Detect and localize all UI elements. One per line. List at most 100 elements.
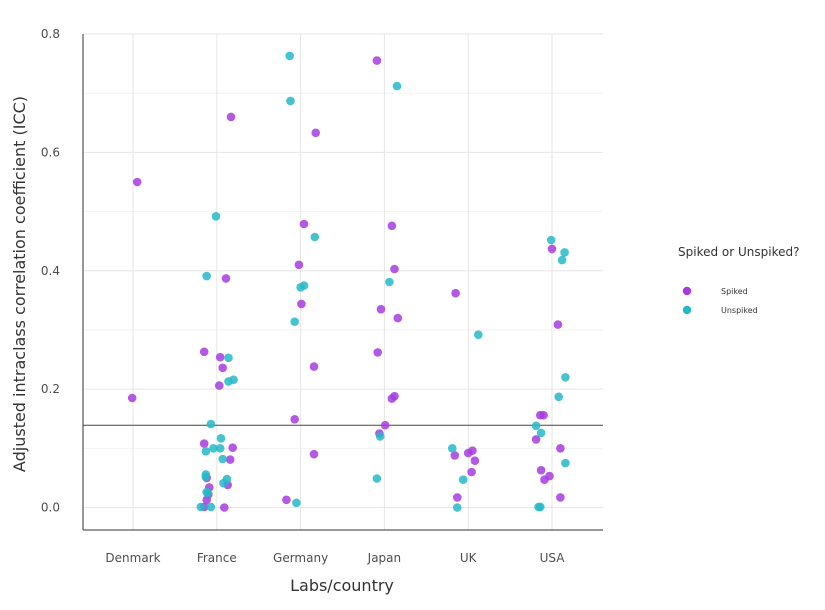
data-point-unspiked [561,373,570,382]
y-tick-labels: 0.0 0.2 0.4 0.6 0.8 [41,27,60,515]
data-point-spiked [451,288,460,298]
data-point-unspiked [203,489,212,498]
data-point-spiked [390,264,399,274]
data-point-spiked [127,393,137,403]
data-point-unspiked [286,96,295,106]
y-tick-label: 0.2 [41,382,60,396]
y-tick-label: 0.0 [41,501,60,515]
data-point-spiked [470,456,480,466]
data-point-unspiked [474,330,483,340]
data-point-spiked [221,274,231,283]
data-point-spiked [450,451,460,460]
data-point-spiked [539,410,548,420]
data-point-unspiked [216,434,226,443]
legend-label-unspiked: Unspiked [721,306,758,315]
data-point-unspiked [392,81,402,91]
data-point-unspiked [296,283,305,292]
x-tick-label: Japan [367,551,401,565]
data-point-unspiked [554,392,563,402]
data-point-spiked [199,439,209,448]
legend: Spiked or Unspiked? Spiked Unspiked [678,245,799,315]
data-point-spiked [376,304,386,314]
data-point-spiked [202,495,211,505]
data-point-unspiked [375,432,385,441]
data-point-spiked [540,475,549,485]
data-point-spiked [309,449,319,459]
x-tick-label: USA [540,551,566,565]
data-point-spiked [132,177,142,187]
data-point-unspiked [202,271,211,281]
data-point-unspiked [292,498,301,508]
y-tick-label: 0.6 [41,145,60,159]
x-tick-labels: Denmark France Germany Japan UK USA [105,551,565,565]
grid-lines [83,33,603,530]
data-point-spiked [311,128,321,138]
data-point-unspiked [557,255,567,265]
data-point-spiked [556,493,565,502]
data-point-unspiked [285,51,295,61]
data-point-unspiked [196,502,206,512]
data-point-spiked [297,299,306,309]
data-point-spiked [463,448,473,458]
data-point-spiked [215,381,224,390]
data-point-unspiked [224,353,233,363]
data-point-spiked [218,363,227,373]
data-point-spiked [299,219,309,229]
data-point-unspiked [218,454,227,464]
data-point-spiked [387,394,397,403]
data-point-unspiked [224,377,233,386]
data-point-unspiked [561,458,570,468]
data-point-unspiked [201,472,211,482]
data-point-spiked [372,56,382,65]
x-tick-label: France [197,551,237,565]
data-point-unspiked [219,478,228,488]
data-point-spiked [380,420,390,430]
data-points [127,51,570,512]
data-point-spiked [536,465,546,475]
data-point-spiked [373,348,383,357]
y-axis-label: Adjusted intraclass correlation coeffici… [10,96,29,472]
y-tick-label: 0.4 [41,264,60,278]
legend-title: Spiked or Unspiked? [678,245,799,259]
data-point-spiked [228,443,237,453]
data-point-spiked [547,244,557,254]
legend-swatch-spiked [682,286,692,296]
data-point-spiked [199,347,209,357]
data-point-spiked [290,415,300,424]
data-point-spiked [225,455,235,464]
data-point-unspiked [211,212,221,221]
data-point-unspiked [385,277,394,287]
data-point-spiked [467,467,476,477]
data-point-unspiked [310,232,320,242]
data-point-unspiked [536,428,546,438]
data-point-spiked [393,313,403,323]
data-point-spiked [282,495,291,505]
data-point-spiked [226,112,236,122]
axes [82,34,603,531]
data-point-unspiked [206,419,216,429]
data-point-unspiked [372,474,382,483]
data-point-spiked [531,435,541,444]
data-point-unspiked [453,503,462,512]
data-point-unspiked [536,502,545,512]
data-point-unspiked [290,317,300,327]
legend-swatch-unspiked [682,305,692,315]
data-point-spiked [215,352,225,362]
data-point-spiked [309,362,319,371]
data-point-unspiked [209,444,218,453]
data-point-unspiked [531,421,541,431]
data-point-spiked [553,320,563,329]
x-tick-label: Germany [273,551,328,565]
data-point-spiked [294,260,304,270]
data-point-spiked [220,503,229,512]
data-point-unspiked [448,444,457,453]
legend-label-spiked: Spiked [721,287,748,296]
data-point-unspiked [546,235,556,245]
data-point-unspiked [560,248,569,257]
data-point-spiked [387,221,397,231]
data-point-spiked [453,493,462,502]
x-tick-label: Denmark [105,551,160,565]
y-tick-label: 0.8 [41,27,60,41]
